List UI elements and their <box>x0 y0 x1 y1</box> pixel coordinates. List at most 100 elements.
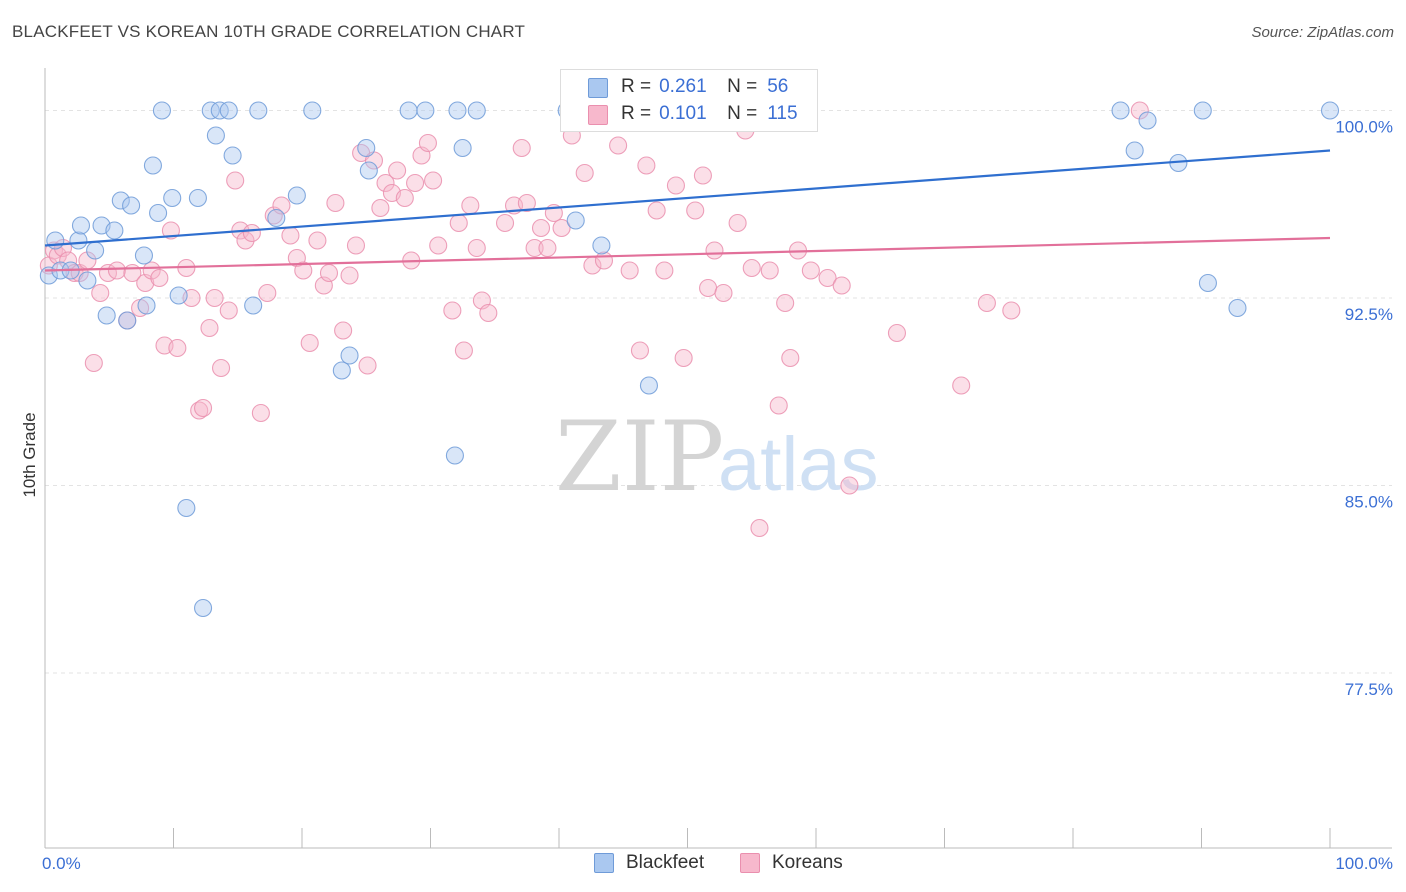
korean-point <box>242 223 261 243</box>
blackfeet-point <box>448 101 467 120</box>
blackfeet-point <box>1320 101 1340 120</box>
korean-point <box>699 278 718 298</box>
korean-point <box>194 398 213 418</box>
blackfeet-point <box>163 188 182 208</box>
korean-point <box>769 396 788 415</box>
blackfeet-point <box>244 296 263 315</box>
koreans-trend-line <box>44 236 1331 272</box>
blackfeet-point <box>86 241 105 260</box>
korean-point <box>575 163 594 183</box>
blackfeet-point <box>357 138 376 158</box>
blackfeet-point <box>143 156 162 175</box>
korean-point <box>454 341 473 360</box>
legend-item-blackfeet: Blackfeet <box>594 852 704 874</box>
y-tick-label: 77.5% <box>1345 680 1393 699</box>
korean-point <box>461 196 480 215</box>
korean-point <box>517 193 536 213</box>
korean-point <box>226 171 245 190</box>
korean-point <box>637 156 656 175</box>
korean-point <box>161 221 180 240</box>
watermark-atlas: atlas <box>718 422 879 507</box>
n-label: N = <box>727 76 758 97</box>
korean-point <box>594 251 614 270</box>
korean-point <box>340 266 359 285</box>
korean-point <box>251 403 270 423</box>
korean-point <box>760 261 779 280</box>
blackfeet-point <box>134 246 153 265</box>
blackfeet-points <box>39 101 1340 618</box>
blackfeet-point <box>97 306 116 325</box>
blackfeet-point <box>445 446 464 465</box>
y-axis-label: 10th Grade <box>20 412 39 497</box>
korean-point <box>264 206 283 225</box>
korean-point <box>107 261 127 280</box>
korean-point <box>620 261 639 280</box>
korean-point <box>832 276 851 295</box>
korean-point <box>693 166 712 185</box>
korean-point <box>552 218 571 238</box>
korean-point <box>840 476 859 495</box>
stats-legend: R = 0.261 N = 56 R = 0.101 N = 115 <box>560 69 818 132</box>
korean-point <box>887 323 907 343</box>
korean-point <box>319 263 339 283</box>
legend-row-koreans: R = 0.101 N = 115 <box>621 102 798 126</box>
korean-point <box>705 241 724 260</box>
r-value: 0.101 <box>659 103 707 124</box>
blackfeet-point <box>1228 298 1247 318</box>
trend-lines <box>44 149 1331 272</box>
korean-point <box>418 133 437 153</box>
korean-point <box>1130 101 1149 120</box>
y-tick-label: 92.5% <box>1345 305 1393 324</box>
blackfeet-point <box>206 126 225 145</box>
blackfeet-legend-swatch <box>594 853 614 873</box>
koreans-swatch <box>588 105 608 125</box>
source-label: Source: ZipAtlas.com <box>1251 24 1394 41</box>
korean-point <box>168 338 187 358</box>
korean-point <box>91 283 110 303</box>
korean-point <box>346 236 366 255</box>
blackfeet-point <box>194 598 213 618</box>
x-tick-label: 100.0% <box>1335 854 1393 873</box>
korean-point <box>655 261 674 280</box>
korean-point <box>525 238 544 258</box>
korean-point <box>406 173 425 193</box>
korean-point <box>630 341 650 360</box>
korean-point <box>714 283 733 303</box>
blackfeet-point <box>467 101 486 120</box>
korean-point <box>512 138 531 158</box>
korean-point <box>666 176 685 195</box>
korean-point <box>326 193 345 213</box>
koreans-points <box>39 101 1149 538</box>
blackfeet-point <box>219 101 238 120</box>
blackfeet-point <box>267 208 286 228</box>
korean-point <box>258 283 277 303</box>
n-value: 115 <box>767 103 798 124</box>
korean-point <box>294 261 313 280</box>
blackfeet-point <box>1125 141 1144 160</box>
blackfeet-point <box>78 271 97 290</box>
korean-point <box>674 348 693 368</box>
blackfeet-trend-line <box>44 149 1331 247</box>
r-label: R = <box>621 76 652 97</box>
korean-point <box>1002 301 1021 320</box>
korean-point <box>467 238 486 258</box>
x-tick-label: 0.0% <box>42 854 81 873</box>
axes <box>44 68 1392 849</box>
korean-point <box>300 333 319 353</box>
korean-point <box>308 231 327 250</box>
korean-point <box>424 171 443 190</box>
blackfeet-point <box>249 101 268 120</box>
blackfeet-point <box>188 188 207 208</box>
r-label: R = <box>621 103 652 124</box>
korean-point <box>334 321 353 340</box>
legend-label-koreans: Koreans <box>772 852 843 873</box>
blackfeet-point <box>1198 273 1217 293</box>
blackfeet-point <box>111 191 130 210</box>
korean-point <box>388 161 407 180</box>
n-value: 56 <box>767 76 789 97</box>
blackfeet-point <box>332 361 351 380</box>
blackfeet-point <box>1193 101 1212 120</box>
blackfeet-point <box>359 161 378 180</box>
blackfeet-point <box>149 203 168 223</box>
